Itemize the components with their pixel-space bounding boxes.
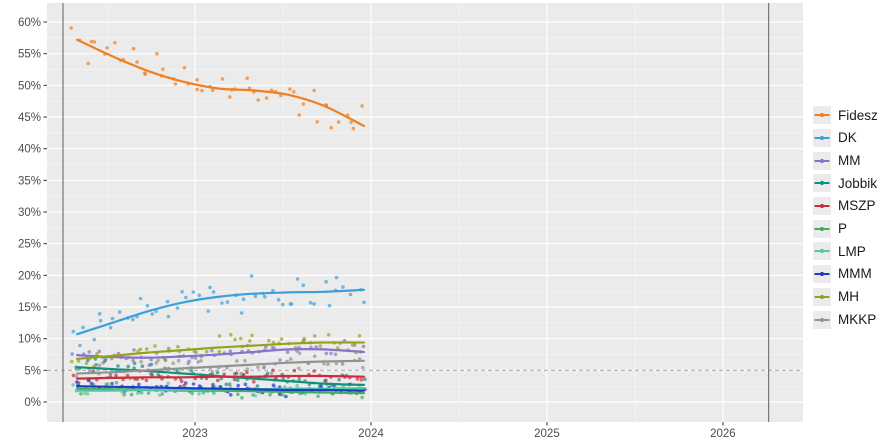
series-fidesz-points [69, 26, 364, 131]
legend-entry-mh: MH [813, 286, 878, 309]
series-mmm-trend [76, 385, 365, 392]
y-tick-label: 0% [24, 397, 41, 409]
y-tick-label: 55% [18, 49, 41, 61]
legend-entry-mkkp: MKKP [813, 308, 878, 331]
y-tick-label: 20% [18, 270, 41, 282]
y-tick-label: 5% [24, 365, 41, 377]
y-tick-label: 45% [18, 112, 41, 124]
x-tick-label: 2025 [534, 428, 560, 440]
legend-key-swatch [813, 265, 831, 284]
y-tick-label: 60% [18, 17, 41, 29]
y-tick-label: 40% [18, 144, 41, 156]
y-tick-label: 50% [18, 80, 41, 92]
legend-key-swatch [813, 242, 831, 261]
legend-key-swatch [813, 287, 831, 306]
legend-entry-p: P [813, 217, 878, 240]
legend-label: DK [838, 130, 857, 146]
legend-label: MSZP [838, 198, 876, 214]
legend-entry-lmp: LMP [813, 240, 878, 263]
y-tick-label: 35% [18, 175, 41, 187]
series-mszp-trend [76, 374, 365, 380]
legend-label: P [838, 221, 848, 237]
legend-key-swatch [813, 174, 831, 193]
legend-key-swatch [813, 219, 831, 238]
legend-entry-fidesz: Fidesz [813, 104, 878, 127]
y-tick-label: 10% [18, 334, 41, 346]
x-tick-label: 2026 [710, 428, 736, 440]
legend-label: MM [838, 152, 861, 168]
legend-label: MH [838, 289, 859, 305]
legend-label: Jobbik [838, 175, 878, 191]
series-mm-trend [76, 348, 365, 359]
series-mh-trend [76, 341, 365, 360]
legend-entry-mmm: MMM [813, 263, 878, 286]
series-mkkp-trend [76, 359, 365, 375]
y-tick-label: 15% [18, 302, 41, 314]
x-tick-label: 2024 [358, 428, 384, 440]
gridlines [47, 3, 803, 422]
legend-label: MMM [838, 266, 872, 282]
series-dk-trend [76, 288, 365, 336]
legend-entry-mm: MM [813, 149, 878, 172]
legend-key-swatch [813, 151, 831, 170]
legend-entry-dk: DK [813, 127, 878, 150]
legend-label: MKKP [838, 311, 877, 327]
x-axis: 2023 2024 2025 2026 [182, 422, 736, 440]
legend-label: LMP [838, 243, 866, 259]
legend-key-swatch [813, 129, 831, 148]
legend-key-swatch [813, 197, 831, 216]
legend-label: Fidesz [838, 107, 878, 123]
x-tick-label: 2023 [182, 428, 208, 440]
y-tick-label: 30% [18, 207, 41, 219]
legend-key-swatch [813, 310, 831, 329]
legend-entry-mszp: MSZP [813, 195, 878, 218]
legend-entry-jobbik: Jobbik [813, 172, 878, 195]
chart-legend: Fidesz DK MM Jobbik MSZP P LMP MMM MH MKKP [813, 104, 878, 331]
legend-key-swatch [813, 106, 831, 125]
y-tick-label: 25% [18, 239, 41, 251]
y-axis: 0% 5% 10% 15% 20% 25% 30% 35% 40% 45% 50% 55% 60% [18, 17, 47, 409]
series-fidesz-trend [76, 38, 365, 127]
